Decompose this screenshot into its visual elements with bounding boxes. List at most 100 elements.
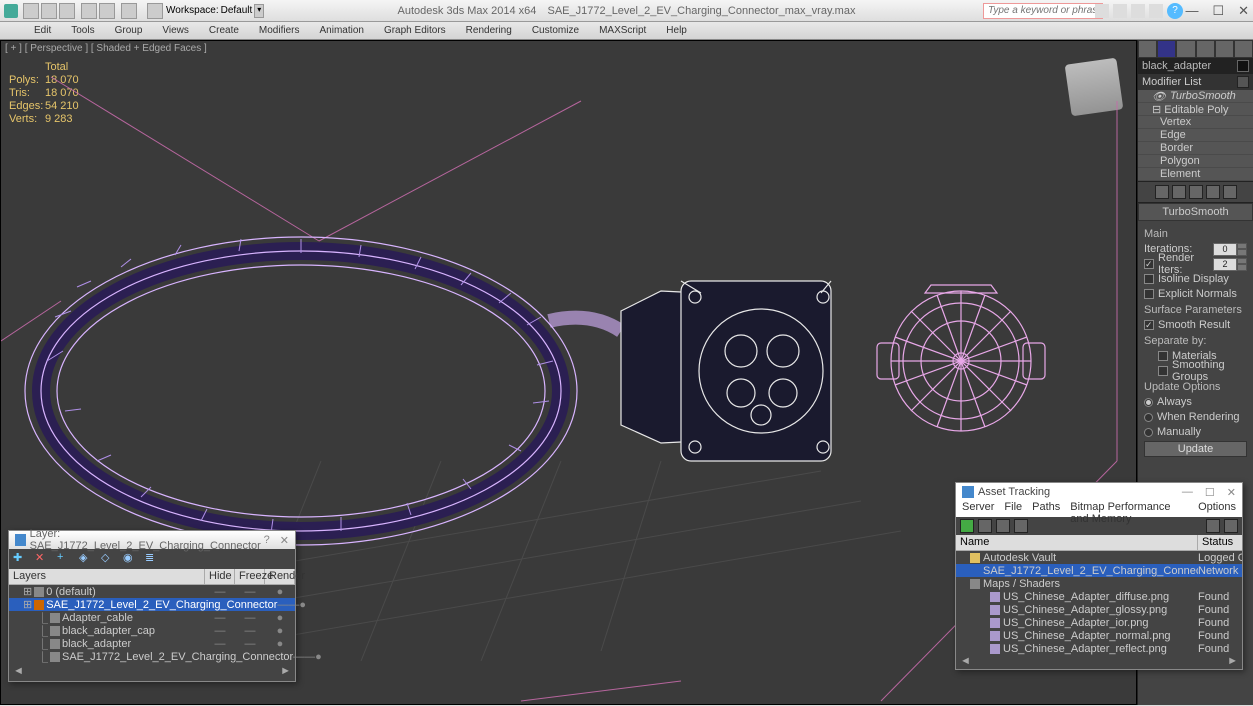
delete-layer-btn[interactable]: ✕ <box>35 551 51 567</box>
rollout-title[interactable]: TurboSmooth <box>1138 203 1253 221</box>
asset-dialog-titlebar[interactable]: Asset Tracking —☐✕ <box>956 483 1242 501</box>
motion-tab[interactable] <box>1196 40 1215 58</box>
create-tab[interactable] <box>1138 40 1157 58</box>
object-color-swatch[interactable] <box>1237 60 1249 72</box>
layer-help-btn[interactable]: ? <box>264 534 270 547</box>
asset-menu-options[interactable]: Options <box>1198 501 1236 517</box>
help-icon[interactable]: ? <box>1167 3 1183 19</box>
menu-customize[interactable]: Customize <box>522 23 589 38</box>
asset-menu-file[interactable]: File <box>1004 501 1022 517</box>
col-freeze[interactable]: Freeze <box>235 569 265 584</box>
layer-dialog-titlebar[interactable]: Layer: SAE_J1772_Level_2_EV_Charging_Con… <box>9 531 295 549</box>
scroll-right-btn[interactable]: ► <box>280 665 291 681</box>
subobject-vertex[interactable]: Vertex <box>1138 116 1253 129</box>
col-render[interactable]: Render <box>265 569 295 584</box>
layer-row[interactable]: ⎿SAE_J1772_Level_2_EV_Charging_Connector… <box>9 650 295 663</box>
menu-rendering[interactable]: Rendering <box>456 23 522 38</box>
menu-create[interactable]: Create <box>199 23 249 38</box>
layer-rows[interactable]: ⊞0 (default)——●⊞SAE_J1772_Level_2_EV_Cha… <box>9 585 295 665</box>
save-file-btn[interactable] <box>59 3 75 19</box>
col-hide[interactable]: Hide <box>205 569 235 584</box>
configure-sets-btn[interactable] <box>1223 185 1237 199</box>
iterations-spinner[interactable]: 0 <box>1213 243 1237 256</box>
hierarchy-tab[interactable] <box>1176 40 1195 58</box>
layer-close-btn[interactable]: ✕ <box>280 534 289 547</box>
asset-row[interactable]: Autodesk VaultLogged Out <box>956 551 1242 564</box>
subobject-border[interactable]: Border <box>1138 142 1253 155</box>
hide-unhide-btn[interactable]: ◉ <box>123 551 139 567</box>
utilities-tab[interactable] <box>1234 40 1253 58</box>
asset-row[interactable]: US_Chinese_Adapter_glossy.pngFound <box>956 603 1242 616</box>
col-layers[interactable]: Layers <box>9 569 205 584</box>
settings-btn[interactable] <box>1014 519 1028 533</box>
isoline-checkbox[interactable] <box>1144 274 1154 284</box>
modify-tab[interactable] <box>1157 40 1176 58</box>
menu-group[interactable]: Group <box>105 23 153 38</box>
display-tab[interactable] <box>1215 40 1234 58</box>
menu-tools[interactable]: Tools <box>61 23 104 38</box>
asset-row[interactable]: US_Chinese_Adapter_diffuse.pngFound <box>956 590 1242 603</box>
redo-btn[interactable] <box>99 3 115 19</box>
asset-close-btn[interactable]: ✕ <box>1227 486 1236 499</box>
open-file-btn[interactable] <box>41 3 57 19</box>
subobject-element[interactable]: Element <box>1138 168 1253 181</box>
asset-scroll-left[interactable]: ◄ <box>960 655 971 669</box>
workspace-selector[interactable]: Workspace: Default ▾ <box>146 3 264 19</box>
maximize-btn[interactable]: ☐ <box>1212 3 1224 19</box>
menu-maxscript[interactable]: MAXScript <box>589 23 656 38</box>
add-to-layer-btn[interactable]: + <box>57 551 73 567</box>
subobject-edge[interactable]: Edge <box>1138 129 1253 142</box>
asset-rows[interactable]: Autodesk VaultLogged OutSAE_J1772_Level_… <box>956 551 1242 655</box>
asset-menu-paths[interactable]: Paths <box>1032 501 1060 517</box>
menu-help[interactable]: Help <box>656 23 697 38</box>
render-iters-checkbox[interactable] <box>1144 259 1154 269</box>
modifier-stack[interactable]: 👁TurboSmooth⊟ Editable PolyVertexEdgeBor… <box>1138 90 1253 181</box>
object-name-field[interactable]: black_adapter <box>1138 58 1253 74</box>
search-icon[interactable] <box>1095 4 1109 18</box>
asset-menu-bitmap-performance-and-memory[interactable]: Bitmap Performance and Memory <box>1070 501 1188 517</box>
new-file-btn[interactable] <box>23 3 39 19</box>
update-button[interactable]: Update <box>1144 441 1247 457</box>
layers-icon[interactable]: ≣ <box>145 551 161 567</box>
tree-btn[interactable] <box>996 519 1010 533</box>
comm-center-icon[interactable] <box>1113 4 1127 18</box>
modifier-list-dropdown[interactable]: Modifier List <box>1138 74 1253 90</box>
help-btn[interactable] <box>1224 519 1238 533</box>
scroll-left-btn[interactable]: ◄ <box>13 665 24 681</box>
asset-row[interactable]: Maps / Shaders <box>956 577 1242 590</box>
workspace-dropdown-icon[interactable]: ▾ <box>254 4 264 18</box>
select-highlight-btn[interactable]: ◈ <box>79 551 95 567</box>
prefs-btn[interactable] <box>1206 519 1220 533</box>
show-end-result-btn[interactable] <box>1172 185 1186 199</box>
menu-edit[interactable]: Edit <box>24 23 61 38</box>
sep-materials-checkbox[interactable] <box>1158 351 1168 361</box>
asset-row[interactable]: US_Chinese_Adapter_reflect.pngFound <box>956 642 1242 655</box>
explicit-normals-checkbox[interactable] <box>1144 289 1154 299</box>
help-search-input[interactable] <box>983 3 1103 19</box>
update-rendering-radio[interactable] <box>1144 413 1153 422</box>
new-layer-btn[interactable]: ✚ <box>13 551 29 567</box>
menu-graph-editors[interactable]: Graph Editors <box>374 23 456 38</box>
remove-modifier-btn[interactable] <box>1206 185 1220 199</box>
menu-modifiers[interactable]: Modifiers <box>249 23 310 38</box>
link-btn[interactable] <box>121 3 137 19</box>
close-btn[interactable]: ✕ <box>1238 3 1249 19</box>
col-asset-status[interactable]: Status <box>1198 535 1242 550</box>
sep-smoothing-checkbox[interactable] <box>1158 366 1168 376</box>
asset-row[interactable]: US_Chinese_Adapter_ior.pngFound <box>956 616 1242 629</box>
modifier-editable-poly[interactable]: ⊟ Editable Poly <box>1138 103 1253 116</box>
menu-animation[interactable]: Animation <box>309 23 373 38</box>
status-btn[interactable] <box>978 519 992 533</box>
layer-row[interactable]: ⊞0 (default)——● <box>9 585 295 598</box>
asset-scroll-right[interactable]: ► <box>1227 655 1238 669</box>
asset-min-btn[interactable]: — <box>1182 486 1193 499</box>
render-iters-spin-btns[interactable] <box>1237 258 1247 271</box>
sign-in-icon[interactable] <box>1149 4 1163 18</box>
modifier-turbosmooth[interactable]: 👁TurboSmooth <box>1138 90 1253 103</box>
subobject-polygon[interactable]: Polygon <box>1138 155 1253 168</box>
make-unique-btn[interactable] <box>1189 185 1203 199</box>
minimize-btn[interactable]: — <box>1185 3 1198 19</box>
col-asset-name[interactable]: Name <box>956 535 1198 550</box>
asset-menu-server[interactable]: Server <box>962 501 994 517</box>
favorites-icon[interactable] <box>1131 4 1145 18</box>
